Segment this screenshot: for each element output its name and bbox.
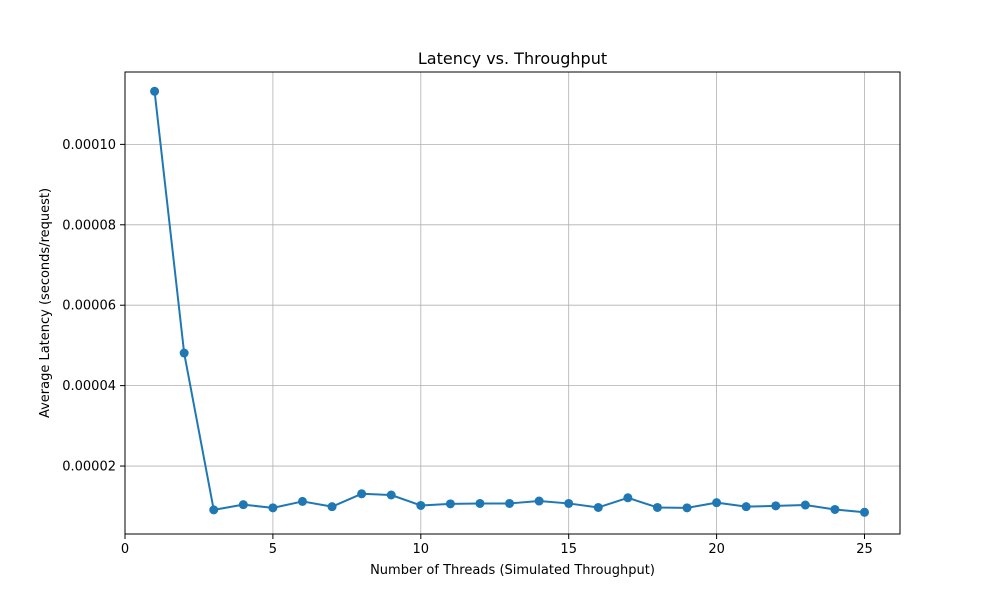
data-point-marker (860, 507, 870, 517)
x-axis: 0 5 10 15 20 25 (121, 534, 873, 557)
data-point-marker (800, 500, 810, 510)
data-point-marker (475, 498, 485, 508)
data-point-marker (741, 502, 751, 512)
y-tick-label: 0.00010 (62, 138, 116, 153)
x-tick-label: 20 (708, 542, 725, 557)
plot-area-frame (124, 71, 901, 535)
y-tick-label: 0.00006 (62, 299, 116, 314)
x-tick-label: 15 (560, 542, 577, 557)
data-point-marker (564, 498, 574, 508)
data-point-marker (357, 489, 367, 499)
y-tick-label: 0.00002 (62, 460, 116, 475)
data-point-marker (682, 503, 692, 513)
x-axis-title: Number of Threads (Simulated Throughput) (370, 563, 655, 578)
data-point-marker (297, 496, 307, 506)
x-tick-label: 5 (269, 542, 277, 557)
data-point-marker (209, 505, 219, 515)
data-point-marker (268, 503, 278, 513)
data-point-marker (593, 502, 603, 512)
data-point-marker (150, 86, 160, 96)
x-tick-label: 0 (121, 542, 129, 557)
chart-title: Latency vs. Throughput (418, 49, 607, 68)
data-point-marker (623, 493, 633, 503)
y-axis: 0.00002 0.00004 0.00006 0.00008 0.00010 (62, 138, 125, 475)
data-point-marker (179, 348, 189, 358)
y-tick-label: 0.00004 (62, 379, 116, 394)
x-tick-label: 25 (856, 542, 873, 557)
data-point-marker (652, 502, 662, 512)
data-point-marker (327, 502, 337, 512)
data-point-marker (505, 498, 515, 508)
data-point-marker (830, 504, 840, 514)
x-tick-label: 10 (413, 542, 430, 557)
data-point-marker (238, 500, 248, 510)
data-point-marker (386, 490, 396, 500)
y-axis-title: Average Latency (seconds/request) (38, 188, 53, 418)
data-point-marker (534, 496, 544, 506)
data-point-marker (445, 499, 455, 509)
series-layer (150, 86, 870, 517)
grid (124, 72, 900, 534)
data-point-marker (771, 501, 781, 511)
data-point-marker (416, 500, 426, 510)
y-tick-label: 0.00008 (62, 218, 116, 233)
data-point-marker (712, 498, 722, 508)
